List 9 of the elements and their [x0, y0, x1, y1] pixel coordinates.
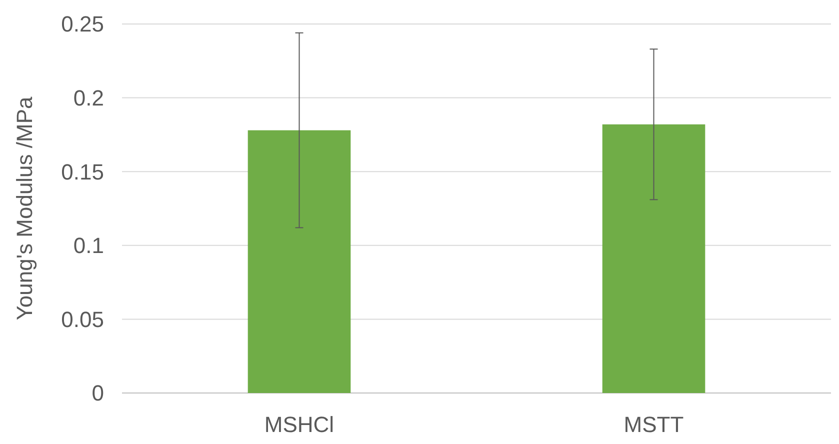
x-tick-label: MSHCl	[264, 412, 334, 437]
y-tick-label: 0.05	[61, 306, 104, 332]
y-tick-label: 0	[92, 380, 104, 406]
x-tick-label: MSTT	[624, 412, 684, 437]
y-tick-label: 0.15	[61, 159, 104, 184]
y-tick-label: 0.25	[61, 12, 104, 37]
y-axis-title: Young's Modulus /MPa	[12, 96, 37, 320]
y-tick-label: 0.2	[73, 86, 104, 110]
y-tick-label: 0.1	[73, 233, 104, 258]
